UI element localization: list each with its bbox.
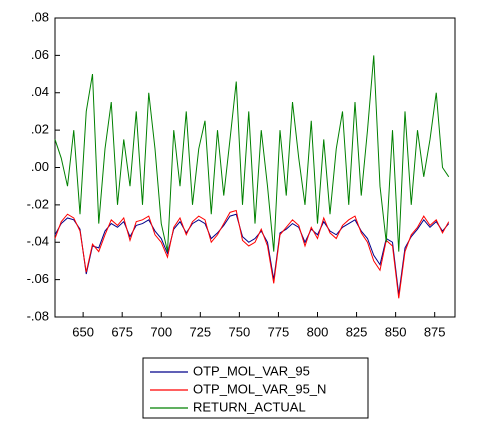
y-tick-label: -.04 xyxy=(27,234,49,249)
x-tick-label: 700 xyxy=(150,324,172,339)
y-tick-label: .02 xyxy=(31,122,49,137)
y-tick-label: -.02 xyxy=(27,196,49,211)
x-tick-label: 800 xyxy=(307,324,329,339)
y-tick-label: .06 xyxy=(31,47,49,62)
x-tick-label: 675 xyxy=(111,324,133,339)
x-tick-label: 750 xyxy=(229,324,251,339)
series-line xyxy=(54,209,450,299)
x-tick-label: 850 xyxy=(385,324,407,339)
series-line xyxy=(54,213,450,295)
x-tick-label: 725 xyxy=(189,324,211,339)
y-tick-label: .04 xyxy=(31,84,49,99)
y-tick-label: .08 xyxy=(31,9,49,24)
y-tick-label: .00 xyxy=(31,159,49,174)
legend-label: RETURN_ACTUAL xyxy=(193,399,306,414)
legend-label: OTP_MOL_VAR_95_N xyxy=(193,381,326,396)
x-tick-label: 650 xyxy=(72,324,94,339)
legend-label: OTP_MOL_VAR_95 xyxy=(193,363,310,378)
x-tick-label: 825 xyxy=(346,324,368,339)
series-line xyxy=(54,55,450,252)
x-tick-label: 875 xyxy=(424,324,446,339)
y-tick-label: -.08 xyxy=(27,308,49,323)
y-tick-label: -.06 xyxy=(27,271,49,286)
x-tick-label: 775 xyxy=(268,324,290,339)
